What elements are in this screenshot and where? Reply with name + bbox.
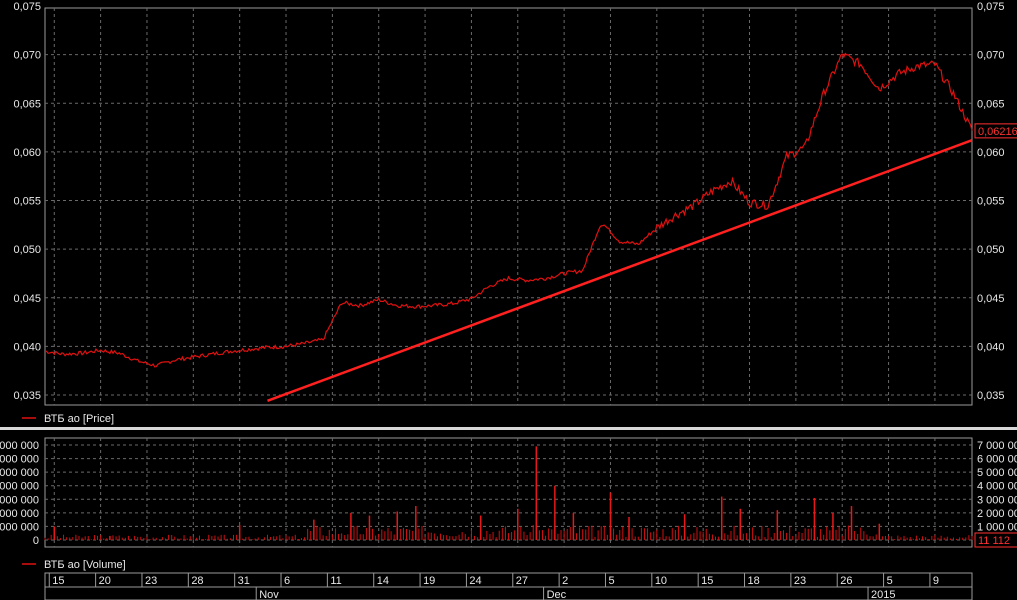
price-y-tick-label-right: 0,050 xyxy=(977,244,1005,256)
price-y-tick-label-right: 0,045 xyxy=(977,293,1005,305)
price-panel: 0,035 0,035 0,040 0,040 0,045 0,045 0,050 0,050… xyxy=(0,1,1017,430)
month-label: Dec xyxy=(547,589,567,600)
last-price-label: 0,06216 xyxy=(978,126,1017,138)
volume-y-tick-label-right: 6 000 000 xyxy=(977,454,1017,466)
price-legend-label: ВТБ ао [Price] xyxy=(44,413,114,425)
price-y-tick-label-left: 0,040 xyxy=(13,341,41,353)
price-y-tick-label-right: 0,035 xyxy=(977,390,1005,402)
month-label: 2015 xyxy=(871,589,895,600)
price-y-tick-label-left: 0,065 xyxy=(13,98,41,110)
volume-y-tick-label-left: 4 000 000 xyxy=(0,481,39,493)
volume-y-tick-label-right: 4 000 000 xyxy=(977,481,1017,493)
price-y-tick-label-left: 0,070 xyxy=(13,50,41,62)
last-price-box xyxy=(974,123,1017,139)
volume-y-tick-label-right: 7 000 000 xyxy=(977,440,1017,452)
last-volume-box xyxy=(974,532,1017,548)
price-y-tick-label-right: 0,055 xyxy=(977,196,1005,208)
volume-y-tick-label-right: 5 000 000 xyxy=(977,467,1017,479)
date-axis: 15 20 23 28 31 6 11 14 19 24 27 2 5 10 15 18 23 26 5 9 Nov De… xyxy=(44,572,973,600)
day-tick-label: 23 xyxy=(794,575,806,587)
price-y-tick-label-left: 0,075 xyxy=(13,1,41,13)
price-series-line xyxy=(44,52,973,368)
volume-y-tick-label-left: 5 000 000 xyxy=(0,467,39,479)
volume-y-tick-label-right: 2 000 000 xyxy=(977,508,1017,520)
volume-legend-label: ВТБ ао [Volume] xyxy=(44,559,126,571)
day-tick-label: 5 xyxy=(608,575,614,587)
day-tick-label: 28 xyxy=(191,575,203,587)
volume-y-tick-label-left: 1 000 000 xyxy=(0,521,39,533)
price-y-tick-label-left: 0,060 xyxy=(13,147,41,159)
day-tick-label: 23 xyxy=(145,575,157,587)
panel-divider xyxy=(0,427,1017,430)
last-volume-label: 11 112 xyxy=(978,535,1010,547)
volume-y-tick-label-left: 0 xyxy=(33,535,39,547)
month-label: Nov xyxy=(259,589,279,600)
day-tick-label: 18 xyxy=(748,575,760,587)
price-y-tick-label-right: 0,060 xyxy=(977,147,1005,159)
price-y-tick-label-left: 0,035 xyxy=(13,390,41,402)
day-tick-label: 5 xyxy=(887,575,893,587)
price-y-tick-label-right: 0,065 xyxy=(977,98,1005,110)
price-y-tick-label-right: 0,040 xyxy=(977,341,1005,353)
price-y-tick-label-left: 0,050 xyxy=(13,244,41,256)
day-tick-label: 6 xyxy=(284,575,290,587)
volume-y-tick-label-left: 7 000 000 xyxy=(0,440,39,452)
day-tick-label: 14 xyxy=(377,575,389,587)
day-tick-label: 24 xyxy=(469,575,481,587)
volume-y-tick-label-right: 1 000 000 xyxy=(977,521,1017,533)
price-y-tick-label-right: 0,075 xyxy=(977,1,1005,13)
day-tick-label: 19 xyxy=(423,575,435,587)
day-tick-label: 15 xyxy=(52,575,64,587)
day-tick-label: 27 xyxy=(516,575,528,587)
day-tick-label: 11 xyxy=(330,575,341,587)
volume-plot-frame xyxy=(44,437,973,548)
volume-y-tick-label-left: 2 000 000 xyxy=(0,508,39,520)
day-tick-label: 26 xyxy=(840,575,852,587)
price-plot-frame xyxy=(44,7,973,406)
volume-y-tick-label-left: 6 000 000 xyxy=(0,454,39,466)
price-y-tick-label-left: 0,055 xyxy=(13,196,41,208)
volume-y-tick-label-left: 3 000 000 xyxy=(0,494,39,506)
price-y-tick-label-right: 0,070 xyxy=(977,50,1005,62)
day-tick-label: 15 xyxy=(701,575,713,587)
price-y-tick-label-left: 0,045 xyxy=(13,293,41,305)
day-tick-label: 10 xyxy=(655,575,667,587)
day-tick-label: 2 xyxy=(562,575,568,587)
day-tick-label: 9 xyxy=(933,575,939,587)
day-tick-label: 20 xyxy=(99,575,111,587)
trend-line xyxy=(267,139,973,403)
volume-y-tick-label-right: 3 000 000 xyxy=(977,494,1017,506)
day-tick-label: 31 xyxy=(238,575,250,587)
